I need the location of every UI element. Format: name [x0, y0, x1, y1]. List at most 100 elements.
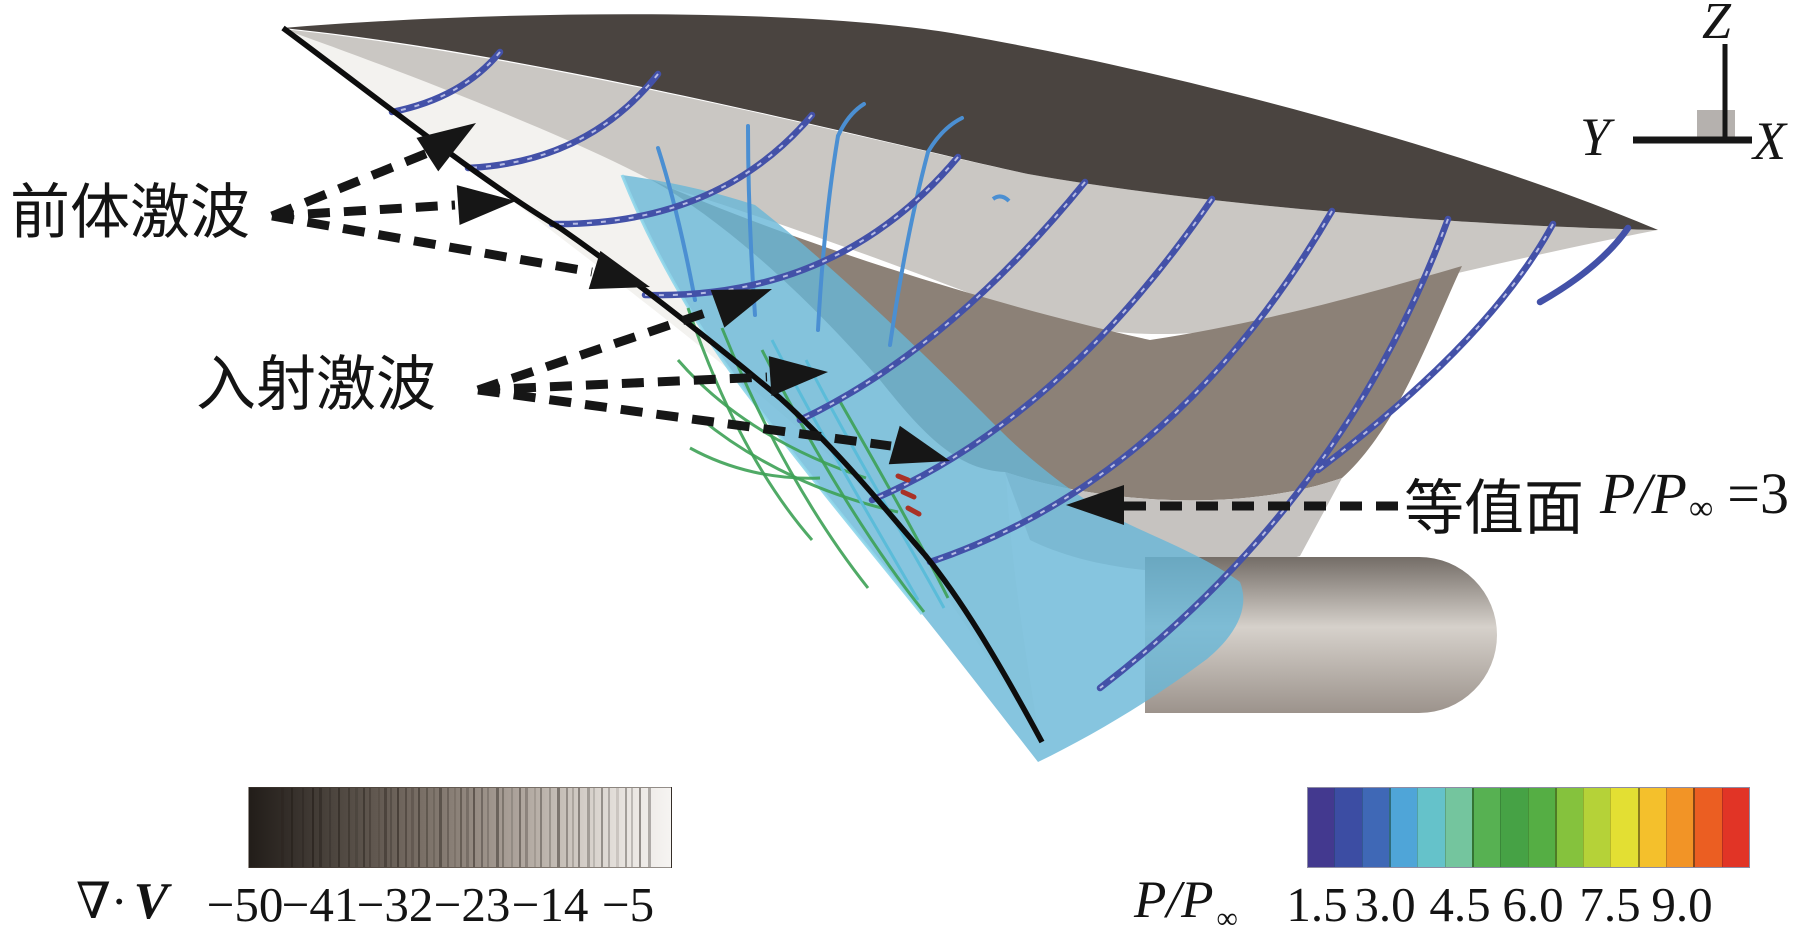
- divergence-contour-stripe: [447, 788, 450, 867]
- divergence-contour-stripe: [630, 788, 633, 867]
- divergence-colorbar-label: ∇· V: [76, 872, 168, 931]
- divergence-contour-stripe: [624, 788, 627, 867]
- incident-shock-label: 入射激波: [196, 352, 436, 418]
- divergence-tick: −32: [356, 877, 434, 932]
- pressure-color-band: [1637, 788, 1667, 867]
- divergence-tick-row: −50 −41 −32 −23 −14 −5: [0, 876, 1819, 948]
- pressure-color-band: [1500, 788, 1528, 867]
- pressure-tick-row: 1.5 3.0 4.5 6.0 7.5 9.0: [0, 876, 1819, 948]
- forebody-shock-label: 前体激波: [10, 180, 250, 246]
- pressure-color-band: [1417, 788, 1445, 867]
- pressure-tick: 9.0: [1651, 877, 1713, 932]
- pressure-color-band: [1610, 788, 1638, 867]
- axis-label-x: X: [1753, 111, 1786, 171]
- blue-speck: [991, 194, 1011, 203]
- forebody-shock-arrows: [270, 147, 593, 277]
- pressure-color-band: [1721, 788, 1749, 867]
- divergence-contour-stripe: [616, 788, 620, 867]
- divergence-contour-stripe: [502, 788, 505, 867]
- divergence-contour-stripe: [329, 788, 332, 867]
- leading-edge-line: [281, 25, 1045, 744]
- divergence-contour-stripe: [417, 788, 420, 867]
- axis-label-y: Y: [1580, 107, 1611, 167]
- pressure-color-band: [1583, 788, 1611, 867]
- pressure-tick: 4.5: [1429, 877, 1491, 932]
- upper-surface-dark: [283, 14, 1658, 230]
- pressure-color-band: [1693, 788, 1722, 867]
- divergence-contour-stripe: [411, 788, 415, 867]
- divergence-contour-stripe: [571, 788, 574, 867]
- divergence-contour-stripe: [466, 788, 470, 867]
- divergence-contour-stripe: [384, 788, 388, 867]
- pressure-ratio-symbol: P/P: [1134, 871, 1214, 929]
- divergence-tick: −5: [601, 877, 655, 932]
- axes-triad: [1633, 44, 1752, 144]
- pressure-color-band: [1666, 788, 1694, 867]
- velocity-variable: V: [133, 873, 169, 930]
- pressure-tick: 1.5: [1286, 877, 1348, 932]
- pressure-color-band: [1308, 788, 1335, 867]
- divergence-contour-stripe: [495, 788, 499, 867]
- divergence-contour-stripe: [592, 788, 595, 867]
- divergence-contour-stripe: [557, 788, 561, 867]
- incident-shock-arrows: [476, 305, 892, 451]
- divergence-tick: −14: [511, 877, 589, 932]
- isosurface-label-value: =3: [1727, 461, 1789, 526]
- pressure-color-band: [1388, 788, 1418, 867]
- axis-label-z: Z: [1702, 0, 1731, 50]
- divergence-contour-stripe: [460, 788, 462, 867]
- divergence-contour-stripe: [578, 788, 581, 867]
- divergence-tick: −50: [206, 877, 284, 932]
- pressure-ratio-subscript: ∞: [1216, 902, 1238, 935]
- divergence-tick: −41: [281, 877, 359, 932]
- isosurface-label: 等值面 P/P ∞ =3: [1404, 460, 1789, 547]
- divergence-contour-stripe: [354, 788, 358, 867]
- divergence-contour-stripe: [525, 788, 529, 867]
- divergence-contour-stripe: [647, 788, 651, 867]
- divergence-colorbar: [248, 787, 672, 868]
- divergence-contour-stripe: [390, 788, 393, 867]
- pressure-tick: 7.5: [1579, 877, 1641, 932]
- divergence-contour-stripe: [519, 788, 522, 867]
- divergence-contour-stripe: [487, 788, 490, 867]
- pressure-tick: 3.0: [1354, 877, 1416, 932]
- divergence-contour-stripe: [565, 788, 568, 867]
- shock-contour-twist-highlight: [391, 51, 1554, 689]
- divergence-contour-stripe: [453, 788, 456, 867]
- divergence-contour-stripe: [405, 788, 408, 867]
- divergence-contour-stripe: [432, 788, 435, 867]
- pressure-color-band: [1444, 788, 1472, 867]
- pressure-tick: 6.0: [1502, 877, 1564, 932]
- divergence-contour-stripe: [533, 788, 536, 867]
- side-surface-taupe: [652, 180, 1462, 501]
- divergence-contour-stripe: [510, 788, 513, 867]
- divergence-contour-stripe: [639, 788, 642, 867]
- divergence-contour-stripe: [426, 788, 429, 867]
- isosurface-label-subscript: ∞: [1688, 490, 1714, 527]
- divergence-contour-stripe: [362, 788, 365, 867]
- divergence-contour-stripe: [348, 788, 351, 867]
- isosurface-label-symbol: P/P: [1600, 461, 1687, 526]
- pressure-colorbar-label: P/P ∞: [1134, 870, 1238, 935]
- pressure-color-band: [1471, 788, 1501, 867]
- streamline-red-marks: [895, 473, 922, 517]
- divergence-tick: −23: [433, 877, 511, 932]
- divergence-contour-stripe: [301, 788, 304, 867]
- divergence-contour-stripe: [369, 788, 372, 867]
- divergence-contour-stripe: [586, 788, 590, 867]
- pressure-color-band: [1554, 788, 1584, 867]
- divergence-contour-stripe: [396, 788, 399, 867]
- pressure-color-band: [1361, 788, 1389, 867]
- divergence-contour-stripe: [312, 788, 315, 867]
- axes-origin-box: [1697, 110, 1735, 139]
- divergence-contour-stripe: [280, 788, 284, 867]
- divergence-contour-stripe: [377, 788, 380, 867]
- divergence-contour-stripe: [438, 788, 442, 867]
- nabla-dot-symbol: ∇·: [76, 873, 128, 929]
- divergence-contour-stripe: [548, 788, 551, 867]
- divergence-contour-stripe: [607, 788, 610, 867]
- divergence-contour-stripe: [540, 788, 543, 867]
- pressure-color-band: [1527, 788, 1555, 867]
